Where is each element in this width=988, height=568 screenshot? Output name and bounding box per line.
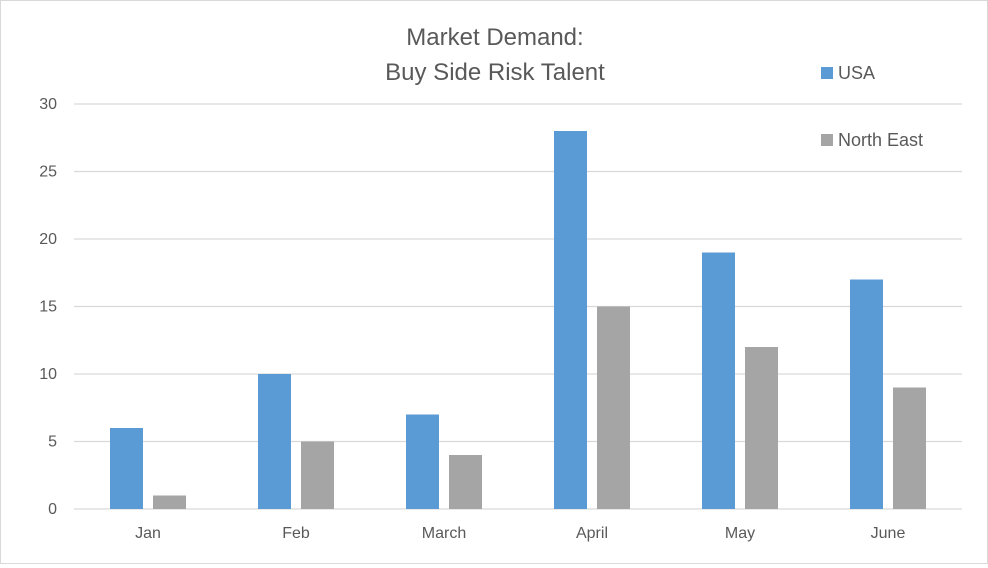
bar-usa-june	[850, 279, 883, 509]
y-tick-label: 20	[39, 231, 57, 248]
x-axis: Jan Feb March April May June	[135, 525, 905, 542]
y-tick-label: 10	[39, 366, 57, 383]
x-tick-label: Feb	[282, 525, 310, 542]
bar-north-east-may	[745, 347, 778, 509]
bar-north-east-march	[449, 455, 482, 509]
bars	[110, 131, 926, 509]
x-tick-label: April	[576, 525, 608, 542]
gridlines	[74, 103, 962, 510]
y-tick-label: 5	[48, 434, 57, 451]
x-tick-label: Jan	[135, 525, 161, 542]
chart-title-line-1: Market Demand:	[406, 24, 583, 51]
y-axis: 0 5 10 15 20 25 30	[39, 96, 57, 518]
x-tick-label: June	[871, 525, 906, 542]
legend-label-usa: USA	[838, 63, 875, 83]
bar-north-east-april	[597, 306, 630, 509]
chart-title-line-2: Buy Side Risk Talent	[385, 59, 605, 86]
bar-usa-feb	[258, 374, 291, 509]
bar-north-east-jan	[153, 495, 186, 509]
bar-usa-jan	[110, 428, 143, 509]
bar-usa-april	[554, 131, 587, 509]
bar-north-east-feb	[301, 441, 334, 509]
x-tick-label: May	[725, 525, 755, 542]
chart-title: Market Demand: Buy Side Risk Talent	[385, 24, 605, 86]
bar-north-east-june	[893, 387, 926, 509]
legend: USA North East	[821, 63, 923, 150]
y-tick-label: 0	[48, 501, 57, 518]
y-tick-label: 25	[39, 164, 57, 181]
x-tick-label: March	[422, 525, 466, 542]
bar-usa-march	[406, 414, 439, 509]
legend-swatch-north-east	[821, 134, 833, 146]
legend-label-north-east: North East	[838, 130, 923, 150]
legend-swatch-usa	[821, 67, 833, 79]
bar-usa-may	[702, 252, 735, 509]
y-tick-label: 15	[39, 299, 57, 316]
y-tick-label: 30	[39, 96, 57, 113]
